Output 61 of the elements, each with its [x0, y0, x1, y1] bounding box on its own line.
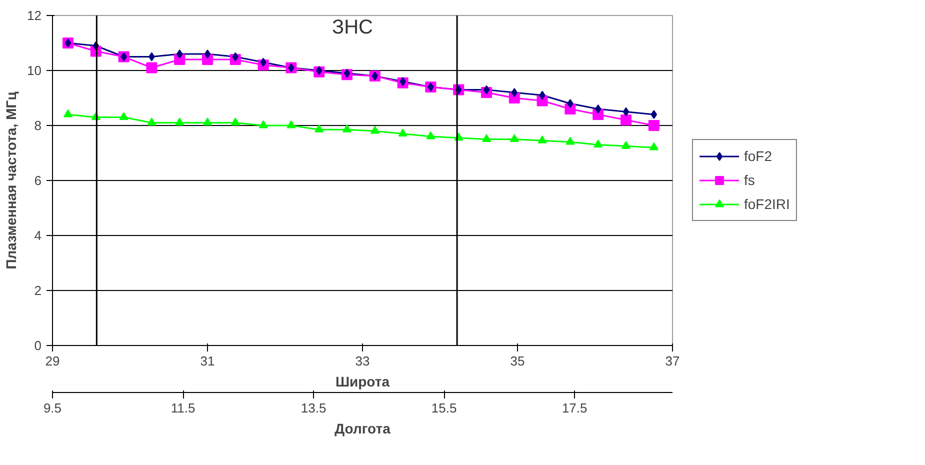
y-tick-label: 12: [27, 8, 42, 23]
annotation: ЗНС: [332, 16, 373, 38]
point: [482, 134, 491, 142]
x-axis-title: Широта: [335, 374, 390, 390]
point: [538, 136, 547, 144]
point: [64, 109, 72, 118]
x-tick-label: 29: [45, 354, 60, 368]
point: [398, 128, 408, 137]
legend-label: fs: [744, 172, 756, 188]
point: [648, 120, 660, 131]
point: [344, 68, 350, 78]
point: [594, 104, 602, 114]
x2-tick-label: 11.5: [170, 400, 196, 416]
point: [232, 52, 239, 62]
point: [372, 72, 378, 80]
point: [176, 50, 183, 58]
y-tick-label: 2: [34, 283, 42, 298]
x2-axis-title: Долгота: [334, 420, 391, 436]
point: [342, 124, 352, 132]
y-tick-label: 4: [34, 228, 42, 243]
point: [649, 142, 658, 150]
x2-tick-label: 17.5: [562, 400, 588, 416]
point: [147, 118, 156, 126]
point: [175, 118, 184, 126]
point: [426, 131, 436, 140]
y-axis-title: Плазменная частота, МГц: [3, 91, 20, 270]
x2-tick-label: 9.5: [43, 400, 62, 416]
x-tick-label: 31: [200, 354, 215, 368]
point: [566, 136, 575, 145]
point: [622, 141, 630, 149]
x2-tick-label: 15.5: [431, 400, 457, 416]
point: [567, 99, 574, 108]
x-tick-label: 37: [665, 354, 680, 368]
point: [650, 110, 658, 119]
legend-label: foF2IRI: [744, 196, 790, 212]
point: [400, 77, 406, 86]
point: [511, 88, 518, 97]
point: [286, 120, 296, 128]
point: [622, 107, 630, 116]
point: [370, 126, 380, 134]
point: [314, 124, 324, 132]
point: [146, 62, 158, 74]
point: [316, 66, 322, 75]
point: [230, 118, 240, 126]
point: [428, 82, 434, 92]
y-tick-label: 0: [34, 338, 42, 353]
point: [620, 114, 632, 126]
point: [258, 120, 268, 128]
point: [204, 50, 211, 58]
legend-label: foF2: [744, 148, 772, 164]
y-tick-label: 10: [27, 63, 42, 78]
point: [119, 112, 128, 120]
x-tick-label: 33: [355, 354, 370, 368]
point: [203, 118, 212, 126]
y-tick-label: 6: [34, 173, 42, 188]
y-tick-label: 8: [34, 118, 42, 133]
point: [483, 85, 490, 94]
x2-tick-label: 13.5: [300, 400, 326, 416]
x-tick-label: 35: [510, 354, 525, 368]
point: [594, 140, 603, 148]
point: [510, 134, 519, 142]
